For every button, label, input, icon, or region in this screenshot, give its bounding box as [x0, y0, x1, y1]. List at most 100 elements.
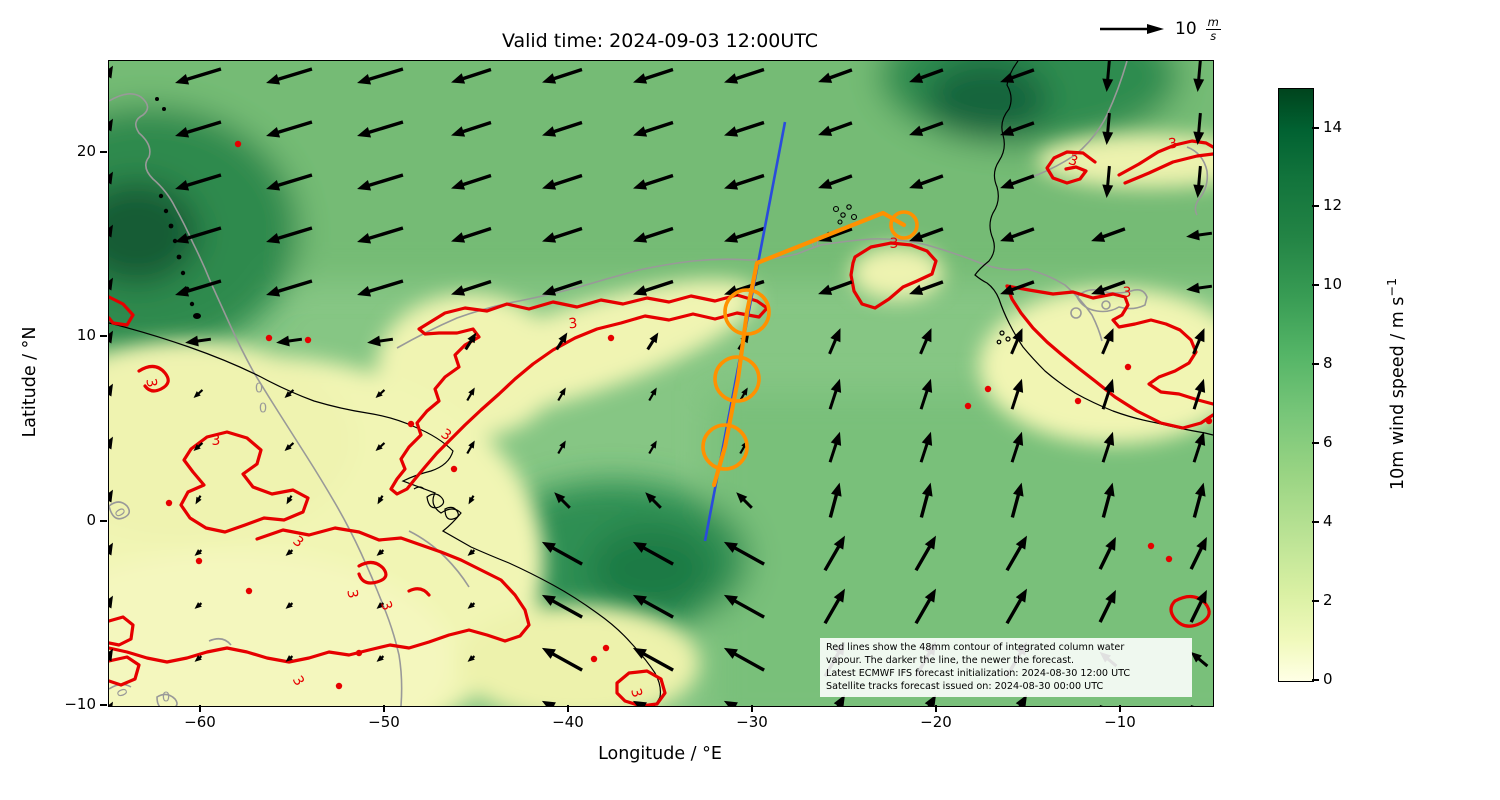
wind-arrow	[377, 495, 384, 505]
wind-arrow	[466, 387, 475, 402]
wind-arrow	[467, 602, 476, 609]
wind-arrow	[1101, 431, 1115, 463]
wind-arrow	[723, 700, 765, 706]
track-circle	[723, 288, 771, 336]
coastline-south-america	[109, 322, 662, 706]
red-contour-dots	[165, 140, 1213, 690]
wind-arrow	[818, 174, 853, 189]
wind-arrow	[1010, 328, 1023, 355]
wind-arrow	[557, 440, 566, 455]
wind-arrow	[175, 226, 222, 244]
wind-arrow	[357, 226, 404, 244]
wind-arrow	[1098, 589, 1116, 623]
colorbar-tick-label: 6	[1323, 433, 1333, 451]
x-tick-mark	[1119, 705, 1121, 712]
y-tick-label: 20	[76, 142, 96, 160]
wind-arrow	[286, 495, 293, 505]
wind-arrow	[919, 378, 933, 410]
wind-arrow	[633, 173, 674, 190]
wind-arrow	[818, 280, 853, 295]
red-dot	[1147, 542, 1155, 550]
wind-arrow	[1189, 589, 1207, 623]
wind-arrow	[919, 431, 933, 463]
red-dot	[165, 499, 173, 507]
wind-arrow	[193, 442, 204, 452]
wind-arrow	[468, 495, 475, 505]
wind-arrow	[1192, 482, 1206, 518]
wind-arrow	[555, 332, 568, 351]
wind-arrow	[1189, 536, 1207, 570]
wind-arrow	[109, 330, 113, 353]
red-dot	[984, 385, 992, 393]
islands-cape-verde	[832, 204, 858, 225]
wind-arrow	[109, 171, 113, 194]
wind-arrow	[633, 120, 674, 137]
red-contour-label: 3	[142, 377, 159, 389]
colorbar-label: 10m wind speed / m s−1	[1384, 277, 1408, 491]
gray-contour-label: 0	[162, 691, 170, 706]
colorbar-tick-mark	[1312, 521, 1319, 523]
annotation-line: Latest ECMWF IFS forecast initialization…	[826, 667, 1131, 679]
wind-arrow	[557, 387, 566, 402]
wind-speed-shading-dark	[109, 61, 1213, 706]
wind-arrow	[1193, 165, 1205, 198]
wind-arrow	[109, 224, 113, 247]
colorbar-tick-label: 14	[1323, 118, 1343, 136]
wind-arrow	[828, 378, 842, 410]
wind-arrow	[194, 549, 203, 556]
wind-arrow	[285, 602, 294, 609]
wind-arrow	[1193, 112, 1205, 145]
wind-arrow	[1192, 328, 1205, 355]
wind-arrow	[266, 67, 313, 85]
wind-arrow	[909, 121, 944, 136]
wind-arrow	[1091, 280, 1126, 295]
wind-arrow	[451, 226, 492, 243]
wind-arrow	[542, 173, 583, 190]
wind-arrow	[818, 68, 853, 83]
wind-arrow	[723, 647, 765, 672]
wind-arrow	[464, 332, 477, 351]
wind-arrow	[266, 120, 313, 138]
red-dot	[964, 402, 972, 410]
wind-arrow	[1010, 482, 1024, 518]
red-dot	[245, 587, 253, 595]
wind-arrow	[828, 482, 842, 518]
wind-arrow	[645, 492, 662, 509]
reference-vector: 10 m s	[1098, 16, 1221, 42]
wind-arrow	[376, 655, 385, 662]
wind-arrow	[648, 387, 657, 402]
y-tick-label: 10	[76, 326, 96, 344]
wind-arrow	[1102, 165, 1114, 198]
wind-arrow	[723, 594, 765, 619]
wind-arrow	[109, 277, 113, 300]
wind-arrow	[451, 173, 492, 190]
y-tick-mark	[100, 704, 107, 706]
annotation-line: Satellite tracks forecast issued on: 202…	[826, 680, 1104, 692]
wind-arrow	[1010, 431, 1024, 463]
wind-arrow	[266, 226, 313, 244]
red-dot	[1205, 417, 1213, 425]
y-tick-mark	[100, 520, 107, 522]
gray-contour-label: 0	[811, 237, 819, 252]
wind-arrow	[194, 602, 203, 609]
wind-arrow	[914, 694, 936, 706]
colorbar-tick-label: 12	[1323, 196, 1343, 214]
wind-arrow	[919, 328, 932, 355]
wind-arrow	[909, 68, 944, 83]
red-dot	[450, 465, 458, 473]
wind-arrow	[185, 335, 212, 347]
x-tick-label: −20	[920, 713, 952, 731]
track-circle	[713, 355, 761, 403]
wind-arrow	[1098, 536, 1116, 570]
wind-arrow	[1000, 227, 1035, 242]
wind-arrow	[914, 588, 936, 625]
wind-arrow	[109, 118, 113, 141]
red-dot	[234, 140, 242, 148]
wind-arrow	[175, 173, 222, 191]
y-tick-mark	[100, 151, 107, 153]
red-dot	[602, 644, 610, 652]
red-dot	[304, 336, 312, 344]
wind-arrow	[109, 436, 113, 459]
wind-arrow	[1101, 328, 1114, 355]
wind-arrow	[648, 440, 657, 455]
